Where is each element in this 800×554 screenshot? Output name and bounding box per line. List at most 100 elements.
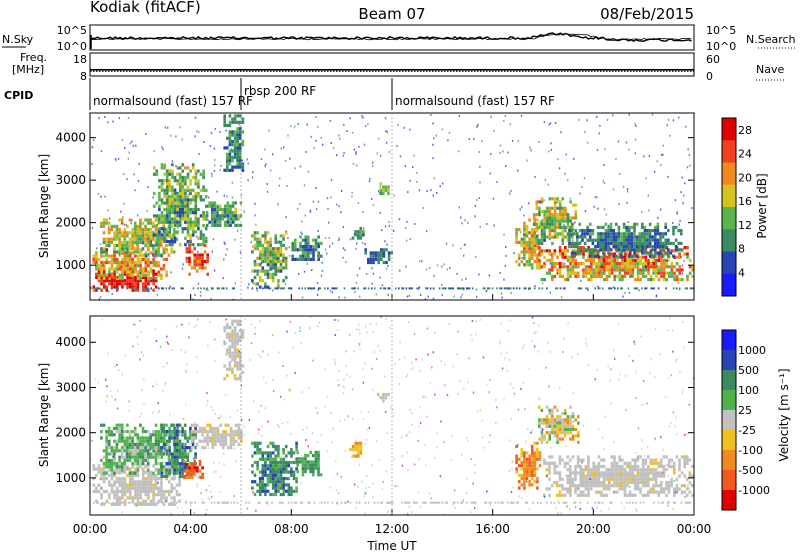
heatmap-cell [233,120,237,124]
heatmap-cell [176,207,179,212]
noise-speckle [110,274,113,277]
heatmap-cell [154,480,158,484]
heatmap-cell [123,483,127,487]
heatmap-cell [299,257,302,261]
heatmap-cell [123,502,127,506]
heatmap-cell [656,232,660,236]
heatmap-cell [216,207,219,211]
heatmap-cell [354,444,357,449]
heatmap-cell [176,462,179,466]
heatmap-cell [641,461,645,465]
heatmap-cell [165,449,169,453]
noise-speckle [322,143,324,146]
heatmap-cell [584,474,588,478]
noise-speckle [564,262,566,265]
noise-speckle [91,226,94,229]
heatmap-cell [121,279,124,283]
noise-speckle [481,140,483,143]
heatmap-cell [384,396,388,400]
heatmap-cell [229,442,233,446]
heatmap-cell [170,237,173,241]
heatmap-cell [662,464,666,469]
heatmap-cell [105,433,108,437]
heatmap-cell [584,271,588,275]
noise-speckle [179,126,181,129]
heatmap-cell [686,252,689,256]
heatmap-cell [647,271,650,275]
cpid-segment-2: rbsp 200 RF [244,84,316,98]
heatmap-cell [295,476,298,481]
noise-speckle [418,260,421,263]
heatmap-cell [173,207,177,212]
noise-speckle [618,203,620,206]
heatmap-cell [613,477,616,481]
heatmap-cell [269,253,272,257]
heatmap-cell [597,461,601,465]
noise-speckle [493,129,495,132]
noise-speckle [309,210,311,213]
heatmap-cell [118,276,122,281]
noise-speckle [107,121,109,124]
noise-speckle [122,173,125,175]
heatmap-cell [279,486,283,490]
heatmap-cell [221,207,224,211]
heatmap-cell [590,268,593,272]
freq-unit-label: [MHz] [12,63,44,76]
heatmap-cell [282,483,285,487]
heatmap-cell [115,282,119,286]
heatmap-cell [160,480,163,484]
heatmap-cell [154,483,158,487]
ground-scatter [384,287,387,290]
heatmap-cell [561,238,565,242]
noise-speckle [342,247,345,250]
heatmap-cell [228,133,232,137]
heatmap-cell [236,133,239,137]
heatmap-cell [654,468,658,472]
heatmap-cell [556,216,559,220]
noise-speckle [566,212,568,215]
heatmap-cell [626,268,629,272]
heatmap-cell [545,271,549,275]
heatmap-cell [149,452,153,456]
heatmap-cell [667,458,671,462]
heatmap-cell [165,233,169,237]
heatmap-cell [144,439,147,443]
heatmap-cell [163,188,166,192]
heatmap-cell [610,484,614,488]
heatmap-cell [528,231,531,235]
nave-label: Nave [756,63,784,76]
heatmap-cell [134,489,137,494]
heatmap-cell [578,229,582,233]
heatmap-cell [643,241,647,245]
heatmap-cell [165,250,168,254]
noise-speckle [362,211,364,213]
heatmap-cell [229,220,232,224]
noise-speckle [599,124,601,127]
heatmap-cell [176,455,179,459]
heatmap-cell [149,279,153,283]
heatmap-cell [176,446,179,450]
heatmap-cell [564,235,567,239]
heatmap-cell [675,477,679,481]
heatmap-cell [688,258,692,262]
heatmap-cell [216,214,219,218]
heatmap-cell [577,415,580,419]
heatmap-cell [264,457,267,461]
heatmap-cell [665,265,668,269]
heatmap-cell [128,452,132,456]
heatmap-cell [563,493,567,497]
heatmap-cell [213,223,217,227]
heatmap-cell [597,477,601,481]
heatmap-cell [256,243,259,248]
heatmap-cell [191,243,195,247]
heatmap-cell [622,235,626,239]
heatmap-cell [241,143,245,147]
heatmap-cell [228,114,232,118]
heatmap-cell [266,263,270,267]
heatmap-cell [107,433,111,437]
noise-speckle [108,225,110,228]
date-title: 08/Feb/2015 [600,5,694,23]
heatmap-cell [561,424,564,428]
noise-speckle [270,268,273,271]
heatmap-cell [141,221,145,225]
